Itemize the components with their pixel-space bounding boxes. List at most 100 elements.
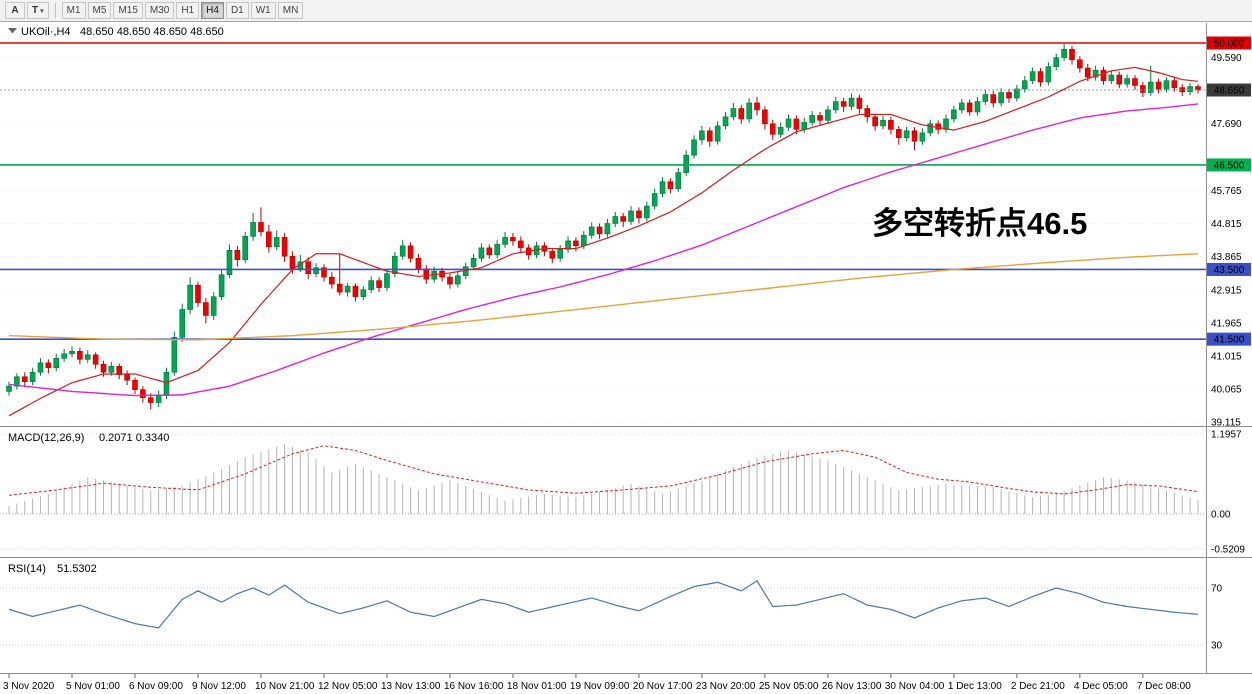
candle-body xyxy=(738,108,745,120)
time-axis-label: 16 Nov 16:00 xyxy=(444,681,504,692)
candle-body xyxy=(848,97,855,107)
candle-body xyxy=(289,255,296,270)
candle-body xyxy=(37,362,44,373)
time-axis-label: 3 Nov 2020 xyxy=(3,681,55,692)
price-axis-label: 41.015 xyxy=(1211,352,1242,363)
candle-body xyxy=(415,258,422,270)
annotation-tool-button[interactable]: A xyxy=(5,2,25,19)
candle-body xyxy=(352,285,359,297)
candle-body xyxy=(714,125,721,142)
candle-body xyxy=(801,122,808,130)
candle-body xyxy=(793,118,800,130)
price-axis-label: 49.590 xyxy=(1211,53,1242,64)
timeframe-button-mn[interactable]: MN xyxy=(277,2,304,19)
price-axis-label: 43.865 xyxy=(1211,252,1242,263)
candle-body xyxy=(92,354,99,365)
candle-body xyxy=(667,181,674,189)
time-axis-label: 1 Dec 13:00 xyxy=(948,681,1002,692)
text-tool-button[interactable]: T ▾ xyxy=(27,2,49,19)
candle-body xyxy=(242,236,249,261)
candle-body xyxy=(966,102,973,113)
candle-body xyxy=(305,261,312,274)
candle-body xyxy=(659,181,666,194)
candle-body xyxy=(69,351,75,355)
timeframe-button-h1[interactable]: H1 xyxy=(176,2,200,19)
candle-body xyxy=(187,284,193,310)
candle-body xyxy=(643,205,650,219)
price-axis-label: 41.965 xyxy=(1211,318,1242,329)
candle-body xyxy=(518,240,524,249)
candle-body xyxy=(1124,78,1130,85)
candle-body xyxy=(250,222,256,237)
candle-body xyxy=(179,309,186,338)
time-axis-label: 13 Nov 13:00 xyxy=(381,681,441,692)
candle-body xyxy=(581,235,587,247)
rsi-pane: 70 30 xyxy=(0,580,1223,652)
candle-body xyxy=(116,366,123,375)
candle-body xyxy=(108,366,115,373)
candle-body xyxy=(840,101,847,107)
candle-body xyxy=(1100,69,1107,81)
candle-body xyxy=(218,274,225,297)
price-axis-label: 45.765 xyxy=(1211,186,1242,197)
macd-label: MACD(12,26,9) xyxy=(8,432,84,444)
candle-body xyxy=(549,251,556,259)
symbol-marker-icon[interactable] xyxy=(8,28,17,34)
pane-frame xyxy=(0,23,1252,674)
time-axis-label: 18 Nov 01:00 xyxy=(507,681,567,692)
candle-body xyxy=(1140,85,1146,93)
time-axis-label: 25 Nov 05:00 xyxy=(759,681,819,692)
price-badge-48.650 xyxy=(1207,83,1251,97)
candle-body xyxy=(746,102,752,120)
price-axis-label: 39.115 xyxy=(1211,418,1241,429)
time-axis-label: 26 Nov 13:00 xyxy=(822,681,882,692)
candle-body xyxy=(730,108,737,118)
candle-body xyxy=(880,120,886,127)
candle-body xyxy=(195,284,201,303)
candle-body xyxy=(163,371,170,396)
candle-body xyxy=(699,130,705,141)
ma-medium-line xyxy=(8,103,1199,397)
candle-body xyxy=(691,139,697,156)
candle-body xyxy=(573,240,579,247)
candlestick-series xyxy=(6,44,1201,410)
candle-body xyxy=(502,237,508,245)
candle-body xyxy=(53,358,60,369)
timeframe-button-m5[interactable]: M5 xyxy=(87,2,112,19)
timeframe-button-d1[interactable]: D1 xyxy=(225,2,249,19)
candle-body xyxy=(856,97,863,109)
candle-body xyxy=(1108,74,1115,81)
timeframe-button-m15[interactable]: M15 xyxy=(113,2,143,19)
candle-body xyxy=(384,273,390,288)
timeframe-button-w1[interactable]: W1 xyxy=(250,2,276,19)
candle-body xyxy=(226,249,233,275)
time-axis[interactable]: 3 Nov 2020 5 Nov 01:00 6 Nov 09:00 9 Nov 12… xyxy=(3,674,1191,692)
candle-body xyxy=(1045,66,1052,83)
candle-body xyxy=(155,395,162,403)
timeframe-button-h4[interactable]: H4 xyxy=(201,2,224,19)
pivot-annotation-text[interactable]: 多空转折点46.5 xyxy=(872,206,1087,241)
candle-body xyxy=(998,92,1004,104)
candle-body xyxy=(1155,81,1162,90)
candle-body xyxy=(1037,71,1044,83)
price-badge-41.500 xyxy=(1207,332,1251,346)
candle-body xyxy=(683,154,689,173)
timeframe-button-m1[interactable]: M1 xyxy=(61,2,86,19)
time-axis-label: 12 Nov 05:00 xyxy=(318,681,378,692)
candle-body xyxy=(281,237,288,257)
candle-body xyxy=(344,285,351,293)
candle-body xyxy=(1069,48,1075,61)
candle-body xyxy=(455,275,461,285)
timeframe-button-m30[interactable]: M30 xyxy=(144,2,175,19)
candle-body xyxy=(45,362,52,369)
candle-body xyxy=(675,172,682,189)
candle-body xyxy=(494,244,500,256)
price-axis[interactable]: 49.590 47.690 45.765 44.815 43.865 42.915 41.9… xyxy=(1207,36,1251,429)
candle-body xyxy=(258,222,264,233)
candle-body xyxy=(557,248,563,259)
candle-body xyxy=(817,115,823,121)
candle-body xyxy=(927,123,934,134)
candle-body xyxy=(470,258,477,267)
